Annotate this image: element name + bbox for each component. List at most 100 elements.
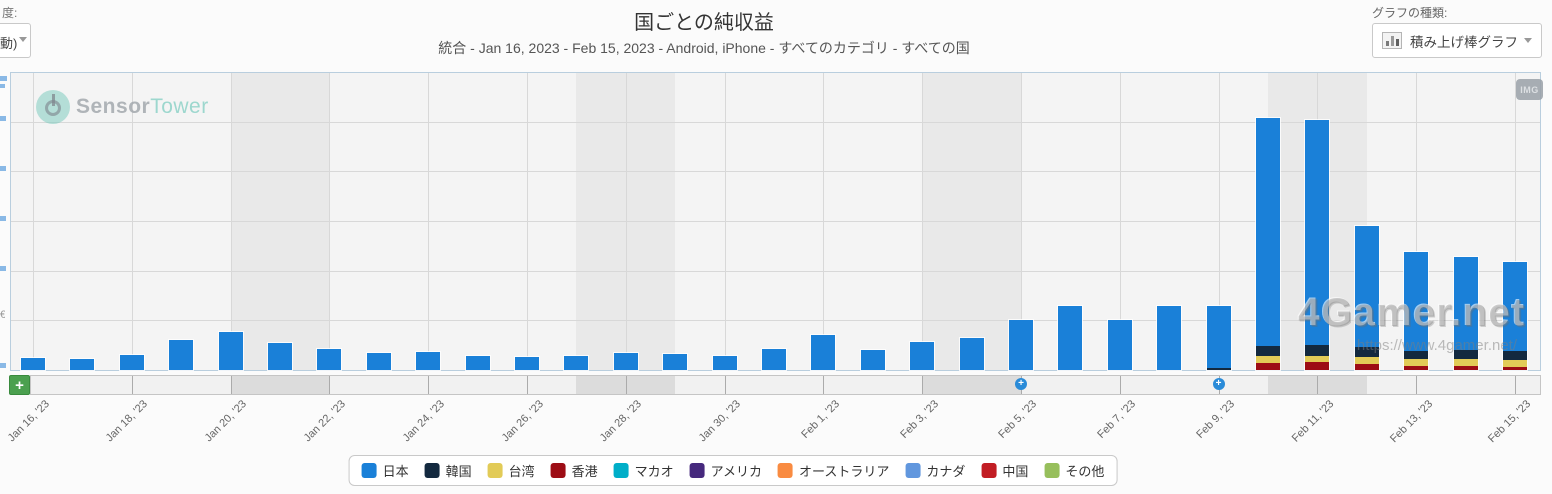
x-axis-label: Jan 30, '23 bbox=[696, 398, 744, 445]
legend-item-hongkong[interactable]: 香港 bbox=[550, 461, 598, 480]
revenue-bar[interactable] bbox=[1008, 318, 1034, 372]
revenue-bar[interactable] bbox=[1106, 318, 1133, 372]
revenue-bar[interactable] bbox=[909, 341, 936, 371]
bar-segment-hongkong bbox=[1503, 366, 1527, 370]
revenue-bar[interactable] bbox=[612, 352, 639, 371]
revenue-bar[interactable] bbox=[267, 341, 293, 372]
legend-label: 台湾 bbox=[508, 464, 535, 479]
granularity-value-fragment: 動) bbox=[0, 36, 18, 51]
bar-segment-japan bbox=[70, 359, 95, 370]
revenue-bar[interactable] bbox=[1403, 250, 1430, 372]
bar-segment-japan bbox=[465, 356, 490, 370]
revenue-bar[interactable] bbox=[1156, 304, 1183, 372]
navigator-tick bbox=[625, 376, 627, 394]
chart-legend: 日本 韓国 台湾 香港 マカオ アメリカ オーストラリア カナダ 中国 その他 bbox=[348, 455, 1118, 486]
revenue-bar[interactable] bbox=[1452, 255, 1479, 372]
chart-type-value: 積み上げ棒グラフ bbox=[1410, 34, 1518, 50]
revenue-bar[interactable] bbox=[365, 352, 392, 371]
gridline bbox=[823, 73, 825, 370]
navigator-tick bbox=[230, 376, 232, 394]
revenue-bar[interactable] bbox=[217, 331, 244, 371]
revenue-bar[interactable] bbox=[1057, 304, 1084, 372]
revenue-bar[interactable] bbox=[761, 348, 787, 371]
chart-type-select[interactable]: 積み上げ棒グラフ bbox=[1372, 23, 1542, 58]
x-axis-label: Feb 13, '23 bbox=[1387, 398, 1435, 446]
legend-item-macao[interactable]: マカオ bbox=[613, 461, 674, 480]
gridline bbox=[230, 73, 232, 370]
x-axis-label: Jan 16, '23 bbox=[5, 398, 52, 445]
gridline bbox=[33, 73, 34, 370]
legend-swatch-hongkong bbox=[550, 463, 566, 478]
legend-swatch-korea bbox=[424, 463, 440, 478]
cropped-y-label-fragment bbox=[0, 363, 6, 368]
revenue-bar[interactable] bbox=[563, 354, 590, 372]
revenue-bar[interactable] bbox=[810, 334, 837, 371]
legend-item-canada[interactable]: カナダ bbox=[905, 461, 965, 480]
bar-segment-taiwan bbox=[1404, 359, 1429, 366]
gridline bbox=[724, 73, 726, 370]
bar-segment-japan bbox=[169, 340, 194, 370]
revenue-bar[interactable] bbox=[662, 353, 689, 371]
gridline bbox=[131, 73, 133, 370]
legend-item-taiwan[interactable]: 台湾 bbox=[487, 461, 535, 480]
bar-segment-japan bbox=[860, 350, 885, 370]
revenue-bar[interactable] bbox=[20, 357, 46, 371]
revenue-bar[interactable] bbox=[118, 354, 145, 371]
bar-segment-japan bbox=[21, 358, 45, 370]
revenue-bar[interactable] bbox=[415, 351, 442, 371]
legend-item-china[interactable]: 中国 bbox=[981, 461, 1028, 480]
gridline bbox=[11, 320, 1540, 322]
bar-segment-korea bbox=[1453, 349, 1478, 359]
revenue-bar[interactable] bbox=[514, 356, 540, 371]
legend-item-australia[interactable]: オーストラリア bbox=[778, 461, 889, 480]
navigator-tick bbox=[428, 376, 430, 394]
legend-label: アメリカ bbox=[710, 464, 763, 479]
add-app-button[interactable]: + bbox=[9, 375, 30, 395]
gridline bbox=[11, 171, 1540, 173]
navigator-tick bbox=[131, 376, 133, 394]
legend-item-korea[interactable]: 韓国 bbox=[424, 461, 472, 480]
revenue-bar[interactable] bbox=[69, 358, 96, 371]
revenue-bar[interactable] bbox=[859, 349, 886, 371]
revenue-bar[interactable] bbox=[1205, 304, 1232, 372]
sensortower-power-icon bbox=[36, 90, 70, 124]
bar-segment-japan bbox=[218, 332, 243, 370]
revenue-bar[interactable] bbox=[316, 348, 343, 371]
revenue-bar[interactable] bbox=[1353, 224, 1380, 372]
timeline-navigator[interactable] bbox=[30, 375, 1541, 395]
legend-swatch-other bbox=[1044, 463, 1060, 478]
revenue-bar[interactable] bbox=[711, 355, 738, 371]
event-marker-icon[interactable]: + bbox=[1212, 378, 1225, 390]
revenue-bar[interactable] bbox=[1255, 117, 1281, 371]
x-axis-label: Jan 20, '23 bbox=[202, 398, 250, 445]
cropped-y-label-fragment bbox=[0, 76, 7, 81]
page-title: 国ごとの純収益 bbox=[634, 12, 774, 34]
revenue-bar[interactable] bbox=[1304, 119, 1331, 371]
revenue-bar[interactable] bbox=[464, 355, 491, 371]
bar-segment-taiwan bbox=[1453, 358, 1478, 366]
revenue-bar[interactable] bbox=[958, 337, 985, 371]
event-marker-icon[interactable]: + bbox=[1015, 378, 1027, 390]
gridline bbox=[428, 73, 430, 370]
x-axis-label: Feb 7, '23 bbox=[1095, 398, 1139, 441]
cropped-y-label-fragment bbox=[0, 266, 6, 271]
bar-segment-japan bbox=[366, 353, 391, 370]
granularity-dropdown[interactable]: 動) bbox=[0, 23, 31, 58]
legend-item-other[interactable]: その他 bbox=[1044, 461, 1104, 480]
bar-segment-japan bbox=[268, 342, 292, 370]
legend-item-japan[interactable]: 日本 bbox=[361, 461, 409, 480]
image-badge[interactable]: IMG bbox=[1516, 79, 1543, 100]
revenue-bar[interactable] bbox=[1502, 261, 1528, 371]
legend-swatch-usa bbox=[689, 463, 705, 478]
legend-item-usa[interactable]: アメリカ bbox=[689, 461, 763, 480]
navigator-tick bbox=[329, 376, 331, 394]
bar-segment-hongkong bbox=[1404, 365, 1429, 370]
legend-label: カナダ bbox=[926, 464, 966, 479]
legend-swatch-canada bbox=[905, 463, 921, 478]
revenue-bar[interactable] bbox=[168, 339, 195, 371]
stacked-bar-chart-icon bbox=[1382, 32, 1402, 49]
bar-segment-hongkong bbox=[1453, 365, 1478, 370]
bar-segment-japan bbox=[1354, 225, 1379, 347]
gridline bbox=[329, 73, 331, 370]
legend-label: その他 bbox=[1065, 464, 1105, 479]
